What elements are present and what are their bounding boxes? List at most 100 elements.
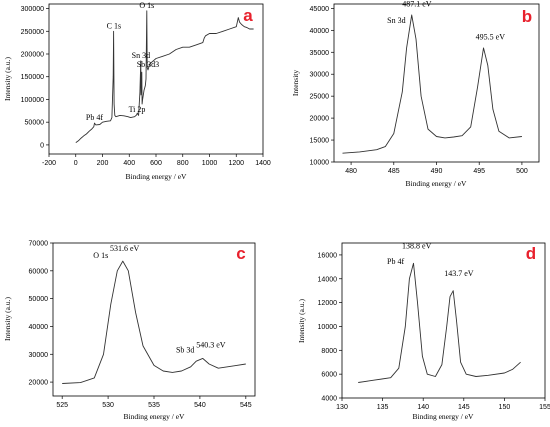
panel-d-xtick-label: 135 xyxy=(377,404,389,411)
panel-c-spectrum xyxy=(62,260,246,384)
panel-a-ticks: -200 0 200 400 600 800 1000 1200 1400 0 50000 10000… xyxy=(21,6,271,167)
panel-b-xtick-label: 480 xyxy=(345,168,357,175)
panel-c-ytick-label: 20000 xyxy=(29,380,49,387)
panel-a-spectrum xyxy=(75,10,254,143)
panel-d-xtick-label: 145 xyxy=(458,404,470,411)
panel-d-ytick-label: 4000 xyxy=(321,396,337,403)
panel-c-ticks: 525 530 535 540 545 20000 30000 40000 50000 60000… xyxy=(29,241,252,410)
panel-c-xtick-label: 545 xyxy=(240,402,252,409)
panel-c-ytick-label: 70000 xyxy=(29,241,49,248)
panel-a-xtick-label: 200 xyxy=(97,160,109,167)
panel-a-annotation: C 1s xyxy=(107,21,121,30)
panel-c-annotation: Sb 3d xyxy=(176,346,194,355)
panel-c-xtick-label: 525 xyxy=(56,402,68,409)
panel-d-ticks: 130 135 140 145 150 155 4000 6000 8000 10000 12000… xyxy=(318,252,550,411)
panel-b-ytick-label: 15000 xyxy=(310,138,330,145)
panel-a-annotation: O 1s xyxy=(139,1,154,10)
panel-a-ytick-label: 200000 xyxy=(21,52,44,59)
panel-d: 130 135 140 145 150 155 4000 6000 8000 10000 12000… xyxy=(297,241,550,421)
panel-d-xtick-label: 130 xyxy=(336,404,348,411)
panel-c-annotation: 531.6 eV xyxy=(110,244,140,253)
panel-c-xtick-label: 530 xyxy=(102,402,114,409)
panel-c-annotation: O 1s xyxy=(93,251,108,260)
panel-b-frame xyxy=(333,3,540,163)
panel-c-ytick-label: 50000 xyxy=(29,296,49,303)
panel-d-ytick-label: 12000 xyxy=(318,300,338,307)
panel-d-xtick-label: 155 xyxy=(539,404,550,411)
panel-d-ytick-label: 10000 xyxy=(318,324,338,331)
panel-c-ytick-label: 40000 xyxy=(29,324,49,331)
panel-d-ytick-label: 14000 xyxy=(318,276,338,283)
panel-b-xtick-label: 500 xyxy=(516,168,528,175)
panel-a: -200 0 200 400 600 800 1000 1200 1400 0 50000 10000… xyxy=(3,1,271,181)
panel-b-annotation: 487.1 eV xyxy=(402,0,432,8)
panel-d-xlabel: Binding energy / eV xyxy=(413,412,474,421)
panel-d-annotation: Pb 4f xyxy=(387,257,404,266)
panel-a-xtick-label: -200 xyxy=(42,160,56,167)
panel-d-spectrum xyxy=(358,262,521,383)
panel-b-xtick-label: 495 xyxy=(473,168,485,175)
panel-a-xlabel: Binding energy / eV xyxy=(126,172,187,181)
panel-a-label: a xyxy=(243,6,253,25)
panel-d-frame xyxy=(341,242,546,399)
panel-b-xtick-label: 490 xyxy=(431,168,443,175)
panel-c-frame xyxy=(52,242,256,397)
panel-c-ytick-label: 30000 xyxy=(29,352,49,359)
panel-c-ylabel: Intensity (a.u.) xyxy=(3,297,12,341)
panel-b-annotation: Sn 3d xyxy=(387,16,405,25)
panel-b-ytick-label: 35000 xyxy=(310,50,330,57)
panel-b: 480 485 490 495 500 10000 15000 20000 25000 30000… xyxy=(291,0,540,188)
panel-b-ytick-label: 20000 xyxy=(310,116,330,123)
panel-c-ytick-label: 60000 xyxy=(29,268,49,275)
panel-b-label: b xyxy=(522,7,532,26)
panel-a-xtick-label: 0 xyxy=(74,160,78,167)
panel-b-ytick-label: 10000 xyxy=(310,160,330,167)
panel-a-xtick-label: 600 xyxy=(150,160,162,167)
panel-a-ytick-label: 250000 xyxy=(21,29,44,36)
panel-b-annotations: Sn 3d 487.1 eV 495.5 eV xyxy=(387,0,505,42)
panel-b-ytick-label: 45000 xyxy=(310,6,330,13)
panel-d-ytick-label: 16000 xyxy=(318,252,338,259)
panel-a-ylabel: Intensity (a.u.) xyxy=(3,57,12,101)
panel-a-ytick-label: 100000 xyxy=(21,97,44,104)
panel-d-xtick-label: 140 xyxy=(417,404,429,411)
panel-a-ytick-label: 50000 xyxy=(25,120,45,127)
panel-a-xtick-label: 1200 xyxy=(228,160,244,167)
panel-b-ytick-label: 30000 xyxy=(310,72,330,79)
panel-d-annotation: 143.7 eV xyxy=(444,269,474,278)
panel-b-xtick-label: 485 xyxy=(388,168,400,175)
panel-a-ytick-label: 0 xyxy=(40,142,44,149)
panel-a-frame xyxy=(48,3,264,155)
panel-c-xtick-label: 535 xyxy=(148,402,160,409)
panel-d-annotation: 138.8 eV xyxy=(402,241,432,250)
panel-b-annotation: 495.5 eV xyxy=(476,33,506,42)
panel-a-ytick-label: 300000 xyxy=(21,6,44,13)
panel-b-ytick-label: 40000 xyxy=(310,28,330,35)
panel-d-ylabel: Intensity (a.u.) xyxy=(297,299,306,343)
panel-d-ytick-label: 6000 xyxy=(321,372,337,379)
panel-d-annotations: 138.8 eV Pb 4f 143.7 eV xyxy=(387,241,474,277)
panel-a-xtick-label: 400 xyxy=(123,160,135,167)
panel-b-ytick-label: 25000 xyxy=(310,94,330,101)
panel-a-xtick-label: 800 xyxy=(177,160,189,167)
panel-d-ytick-label: 8000 xyxy=(321,348,337,355)
panel-c: 525 530 535 540 545 20000 30000 40000 50000 60000… xyxy=(3,241,256,421)
panel-c-label: c xyxy=(236,244,245,263)
panel-d-xtick-label: 150 xyxy=(499,404,511,411)
panel-c-xtick-label: 540 xyxy=(194,402,206,409)
panel-a-annotation: Ti 2p xyxy=(129,105,146,114)
panel-a-annotation: Sn 3d xyxy=(132,51,150,60)
panel-b-xlabel: Binding energy / eV xyxy=(406,179,467,188)
panel-b-ticks: 480 485 490 495 500 10000 15000 20000 25000 30000… xyxy=(310,6,528,175)
panel-a-annotation: Pb 4f xyxy=(86,113,103,122)
panel-a-ytick-label: 150000 xyxy=(21,74,44,81)
panel-b-ylabel: Intensity xyxy=(291,70,300,96)
panel-c-annotation: 540.3 eV xyxy=(196,341,226,350)
panel-d-label: d xyxy=(526,244,536,263)
panel-a-xtick-label: 1400 xyxy=(255,160,271,167)
panel-c-xlabel: Binding energy / eV xyxy=(124,412,185,421)
panel-a-xtick-label: 1000 xyxy=(202,160,218,167)
